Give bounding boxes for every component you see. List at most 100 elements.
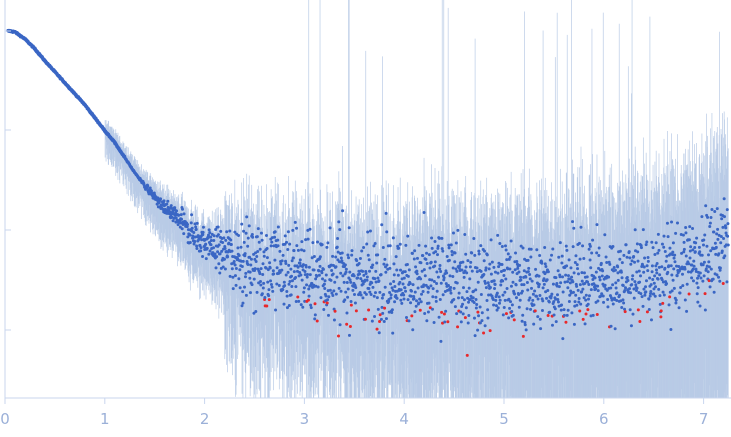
data-point [517, 270, 521, 274]
data-point [635, 270, 639, 274]
data-point [618, 249, 622, 253]
data-point [435, 282, 439, 286]
data-point [281, 253, 285, 257]
data-point [243, 285, 247, 289]
data-point [682, 250, 686, 254]
data-point [473, 253, 477, 257]
data-point [590, 251, 594, 255]
data-point [575, 263, 579, 267]
outlier-point [463, 316, 467, 320]
data-point [303, 273, 307, 277]
data-point [525, 307, 529, 311]
data-point [228, 274, 232, 278]
data-point [583, 322, 587, 326]
data-point [580, 279, 584, 283]
data-point [542, 282, 546, 286]
outlier-point [703, 292, 707, 296]
data-point [706, 215, 710, 219]
data-point [253, 267, 257, 271]
data-point [500, 244, 504, 248]
data-point [479, 269, 483, 273]
data-point [695, 236, 699, 240]
data-point [622, 253, 626, 257]
data-point [347, 256, 351, 260]
outlier-point [623, 310, 627, 314]
data-point [334, 265, 338, 269]
data-point [658, 302, 662, 306]
x-tick-label: 3 [300, 410, 310, 428]
data-point [514, 251, 518, 255]
data-point [182, 232, 186, 236]
data-point [520, 289, 524, 293]
data-point [606, 305, 610, 309]
data-point [459, 310, 463, 314]
data-point [322, 308, 326, 312]
x-tick-label: 2 [200, 410, 210, 428]
data-point [417, 243, 421, 247]
data-point [715, 207, 719, 211]
data-point [317, 273, 321, 277]
data-point [554, 297, 558, 301]
data-point [442, 276, 446, 280]
data-point [574, 293, 578, 297]
data-point [349, 280, 353, 284]
data-point [521, 313, 525, 317]
outlier-point [296, 295, 300, 299]
data-point [241, 301, 245, 305]
data-point [447, 243, 451, 247]
data-point [607, 275, 611, 279]
data-point [544, 264, 548, 268]
data-point [635, 286, 639, 290]
data-point [476, 328, 480, 332]
data-point [357, 269, 361, 273]
data-point [708, 224, 712, 228]
data-point [572, 322, 576, 326]
data-point [188, 233, 192, 237]
data-point [543, 246, 547, 250]
data-point [274, 308, 278, 312]
data-point [223, 246, 227, 250]
data-point [587, 294, 591, 298]
data-point [362, 273, 366, 277]
data-point [395, 268, 399, 272]
data-point [298, 261, 302, 265]
data-point [501, 279, 505, 283]
data-point [603, 283, 607, 287]
data-point [554, 276, 558, 280]
data-point [391, 236, 395, 240]
outlier-point [428, 306, 432, 310]
data-point [217, 233, 221, 237]
data-point [479, 293, 483, 297]
data-point [234, 283, 238, 287]
data-point [538, 317, 542, 321]
data-point [597, 253, 601, 257]
data-point [303, 270, 307, 274]
data-point [230, 267, 234, 271]
data-point [690, 276, 694, 280]
data-point [570, 311, 574, 315]
data-point [364, 271, 368, 275]
data-point [639, 292, 643, 296]
data-point [589, 288, 593, 292]
data-point [236, 257, 240, 261]
data-point [493, 287, 497, 291]
outlier-point [476, 310, 480, 314]
data-point [583, 281, 587, 285]
data-point [681, 233, 685, 237]
data-point [449, 285, 453, 289]
data-point [644, 279, 648, 283]
outlier-point [564, 320, 568, 324]
data-point [205, 246, 209, 250]
data-point [677, 306, 681, 310]
data-point [710, 208, 714, 212]
data-point [718, 268, 722, 272]
data-point [636, 259, 640, 263]
data-point [307, 294, 311, 298]
data-point [428, 266, 432, 270]
data-point [660, 278, 664, 282]
data-point [324, 273, 328, 277]
data-point [552, 300, 556, 304]
data-point [335, 245, 339, 249]
data-point [243, 275, 247, 279]
data-point [389, 296, 393, 300]
